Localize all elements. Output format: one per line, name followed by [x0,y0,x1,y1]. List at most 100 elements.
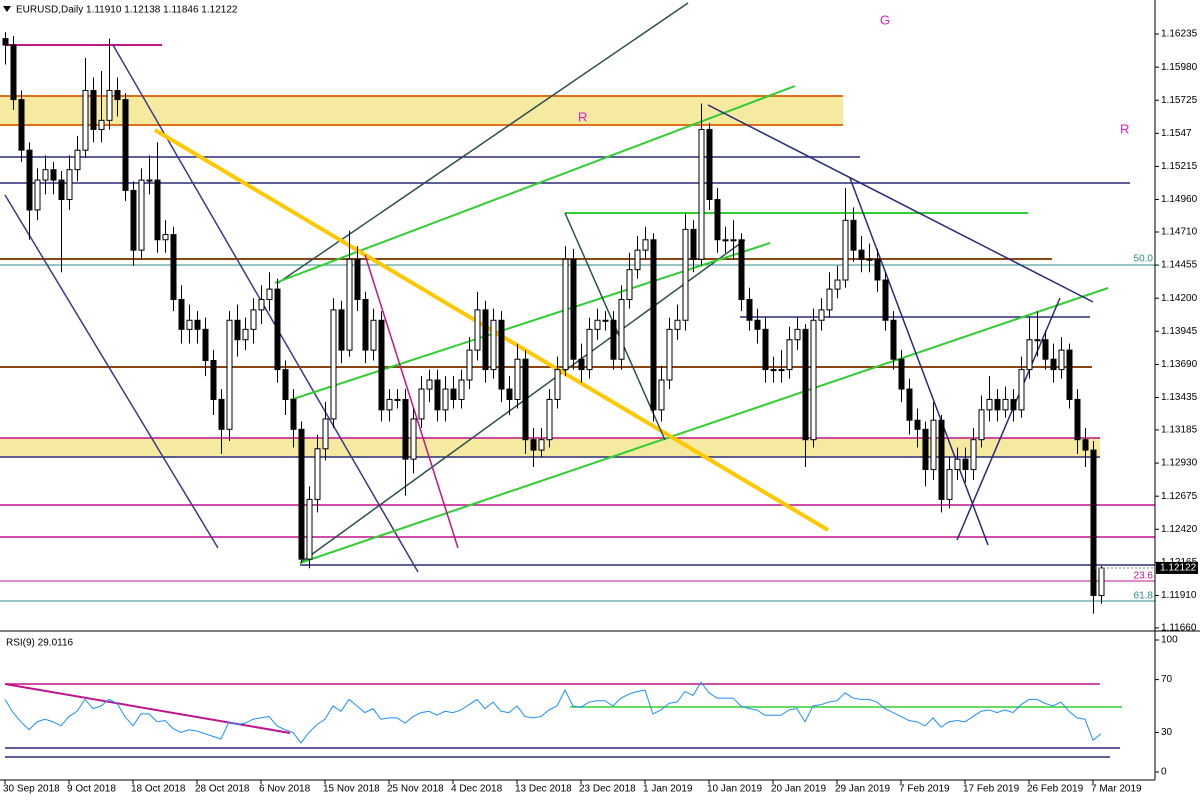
menu-icon[interactable] [3,6,11,12]
current-price-label: 1.12122 [1160,563,1197,574]
candle-body [562,258,569,371]
candle-body [658,379,665,411]
rsi-tick-label: 0 [1161,767,1167,778]
candle-body [330,309,337,420]
candle-body [906,388,913,421]
candle-body [138,179,145,251]
candle-body [986,398,993,411]
y-tick-label: 1.13690 [1161,359,1198,370]
candle-body [914,419,921,430]
trend-line [364,254,459,549]
candle-body [354,258,361,300]
candle-body [882,279,889,321]
annotation: R [578,109,587,124]
candle-body [346,258,353,351]
x-tick-label: 30 Sep 2018 [3,784,60,795]
candle-body [26,149,33,211]
series [2,32,1105,744]
candle-body [234,319,241,341]
trend-line [956,297,1061,541]
candle-body [434,379,441,411]
candle-body [274,288,281,371]
candle-body [474,309,481,351]
candle-body [266,288,273,300]
trend-line [707,104,1094,303]
candle-body [506,388,513,400]
trend-line [274,85,796,284]
candle-body [58,179,65,201]
x-tick-label: 26 Feb 2019 [1027,784,1084,795]
candle-body [146,179,153,182]
rsi-trend-line [4,683,291,734]
candle-body [922,428,929,471]
candle-body [850,219,857,251]
candle-body [786,339,793,371]
y-tick-label: 1.15215 [1161,161,1198,172]
candle-body [762,328,769,371]
x-tick-label: 7 Feb 2019 [899,784,950,795]
x-tick-label: 18 Oct 2018 [131,784,186,795]
candle-body [610,319,617,360]
candle-body [218,398,225,430]
candle-body [74,149,81,171]
trend-line [277,2,689,284]
candle-body [154,179,161,241]
chart-title: EURUSD,Daily 1.11910 1.12138 1.11846 1.1… [16,5,238,16]
candle-body [282,369,289,400]
x-tick-label: 25 Nov 2018 [387,784,444,795]
candle-body [546,398,553,441]
candle-body [954,458,961,471]
y-tick-label: 1.14710 [1161,227,1198,238]
x-tick-label: 17 Feb 2019 [963,784,1020,795]
candle-body [362,298,369,351]
candle-body [1002,398,1009,411]
candle-body [186,319,193,330]
candle-body [874,258,881,281]
candle-body [602,319,609,322]
candle-body [250,309,257,330]
candle-body [794,328,801,341]
candle-body [114,89,121,101]
y-tick-label: 1.1547 [1161,128,1192,139]
candle-body [226,319,233,430]
candle-body [970,439,977,471]
candle-body [242,328,249,341]
candle-body [802,328,809,441]
candle-body [322,418,329,450]
candle-body [826,288,833,311]
y-tick-label: 1.13185 [1161,425,1198,436]
candle-body [466,349,473,381]
candle-body [1074,398,1081,441]
candle-body [746,298,753,321]
candle-body [418,388,425,420]
candle-body [682,228,689,321]
y-tick-label: 1.14455 [1161,260,1198,271]
y-tick-label: 1.16235 [1161,29,1198,40]
candle-body [298,428,305,560]
candle-body [130,189,137,251]
candle-body [1082,439,1089,451]
candle-body [162,234,169,241]
x-tick-label: 4 Dec 2018 [451,784,503,795]
trend-line [849,177,989,546]
candle-body [674,319,681,330]
candle-body [482,309,489,371]
candle-body [578,358,585,371]
candle-body [938,419,945,500]
candle-body [946,469,953,500]
candle-body [1090,449,1097,596]
candle-body [554,369,561,400]
candle-body [402,398,409,460]
y-tick-label: 1.14200 [1161,293,1198,304]
candle-body [290,398,297,430]
candle-body [722,239,729,242]
candle-body [626,269,633,300]
candle-body [1034,339,1041,342]
x-tick-label: 10 Jan 2019 [707,784,762,795]
x-tick-label: 15 Nov 2018 [323,784,380,795]
candle-body [442,388,449,411]
candle-body [594,319,601,330]
y-tick-label: 1.11660 [1161,623,1197,634]
x-tick-label: 20 Jan 2019 [771,784,826,795]
